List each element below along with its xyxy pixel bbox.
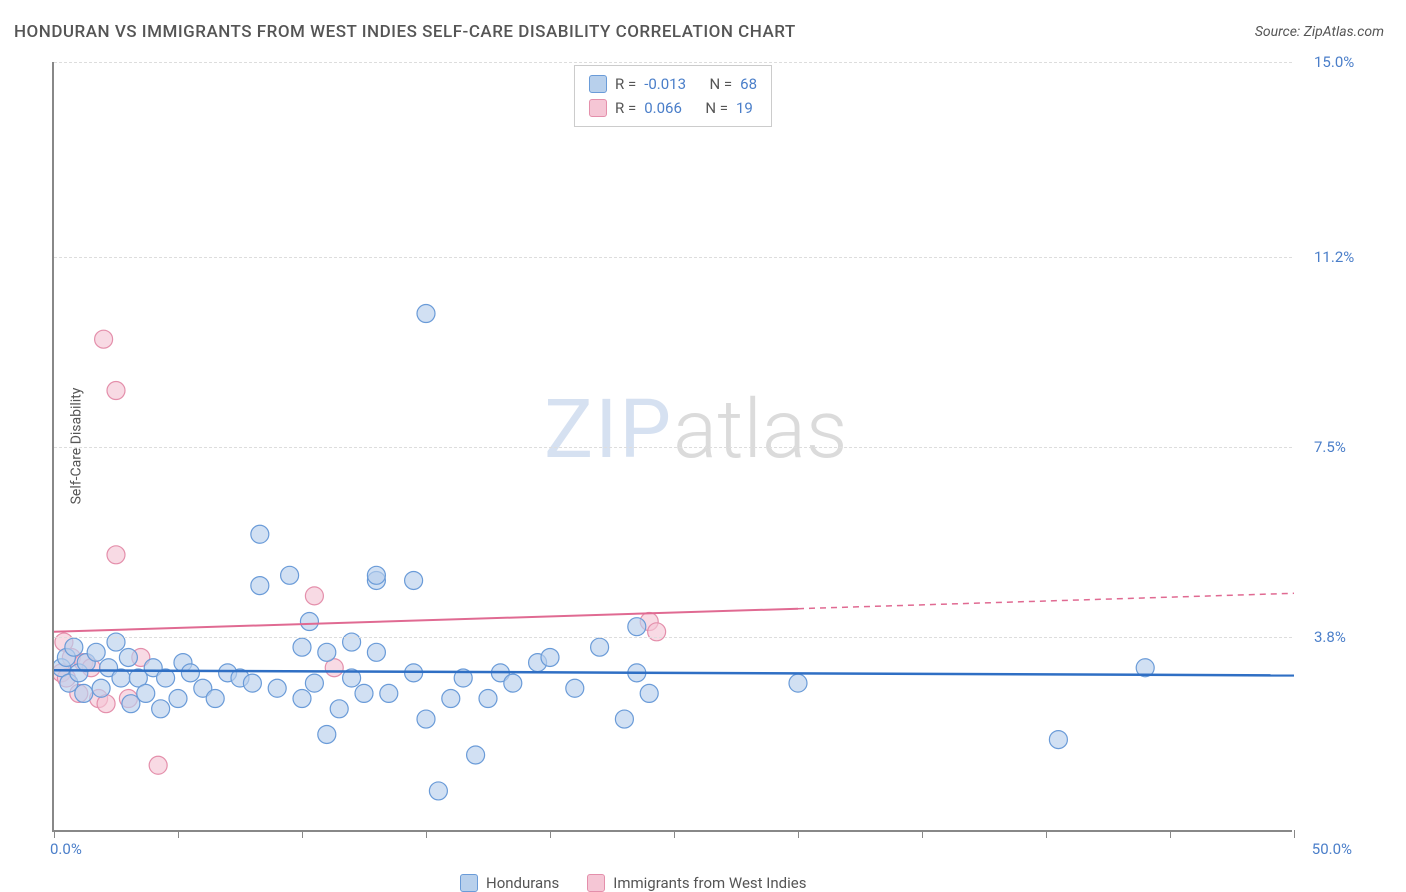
scatter-point	[615, 710, 633, 728]
scatter-point	[149, 756, 167, 774]
x-tick	[178, 830, 179, 838]
scatter-point	[243, 674, 261, 692]
plot-area: ZIPatlas R = -0.013 N = 68 R = 0.066 N =…	[52, 62, 1292, 832]
scatter-point	[648, 623, 666, 641]
x-tick	[674, 830, 675, 838]
scatter-point	[107, 633, 125, 651]
x-tick	[1294, 830, 1295, 838]
legend-swatch-2	[587, 874, 605, 892]
x-tick	[54, 830, 55, 838]
trend-line	[54, 609, 798, 632]
scatter-point	[65, 638, 83, 656]
trend-line	[798, 593, 1294, 608]
gridline	[54, 257, 1292, 258]
scatter-point	[251, 577, 269, 595]
scatter-point	[355, 684, 373, 702]
scatter-point	[305, 674, 323, 692]
scatter-point	[1049, 731, 1067, 749]
scatter-point	[591, 638, 609, 656]
scatter-point	[541, 648, 559, 666]
legend-label-1: Hondurans	[486, 874, 559, 892]
scatter-point	[119, 648, 137, 666]
scatter-point	[318, 643, 336, 661]
legend-label-2: Immigrants from West Indies	[613, 874, 806, 892]
scatter-point	[417, 710, 435, 728]
scatter-point	[429, 782, 447, 800]
x-tick	[426, 830, 427, 838]
scatter-point	[75, 684, 93, 702]
y-tick-label: 11.2%	[1314, 248, 1354, 266]
scatter-point	[305, 587, 323, 605]
scatter-point	[87, 643, 105, 661]
x-tick	[1046, 830, 1047, 838]
legend-item-1: Hondurans	[460, 874, 559, 892]
scatter-point	[293, 690, 311, 708]
gridline	[54, 637, 1292, 638]
scatter-point	[318, 725, 336, 743]
gridline	[54, 447, 1292, 448]
legend-swatch-1	[460, 874, 478, 892]
scatter-point	[281, 566, 299, 584]
x-axis-min-label: 0.0%	[50, 840, 82, 858]
scatter-point	[367, 643, 385, 661]
scatter-point	[293, 638, 311, 656]
y-tick-label: 3.8%	[1314, 628, 1346, 646]
scatter-point	[107, 382, 125, 400]
scatter-point	[107, 546, 125, 564]
scatter-point	[300, 613, 318, 631]
scatter-point	[181, 664, 199, 682]
scatter-point	[206, 690, 224, 708]
chart-title: HONDURAN VS IMMIGRANTS FROM WEST INDIES …	[14, 22, 796, 42]
scatter-point	[789, 674, 807, 692]
scatter-point	[95, 330, 113, 348]
scatter-point	[442, 690, 460, 708]
gridline	[54, 62, 1292, 63]
scatter-point	[169, 690, 187, 708]
scatter-point	[504, 674, 522, 692]
scatter-point	[367, 566, 385, 584]
y-tick-label: 7.5%	[1314, 438, 1346, 456]
scatter-point	[479, 690, 497, 708]
scatter-point	[330, 700, 348, 718]
scatter-point	[640, 684, 658, 702]
y-tick-label: 15.0%	[1314, 53, 1354, 71]
scatter-point	[137, 684, 155, 702]
bottom-legend: Hondurans Immigrants from West Indies	[460, 874, 806, 892]
legend-item-2: Immigrants from West Indies	[587, 874, 806, 892]
x-tick	[922, 830, 923, 838]
scatter-point	[566, 679, 584, 697]
x-axis-max-label: 50.0%	[1312, 840, 1352, 858]
scatter-point	[92, 679, 110, 697]
scatter-point	[152, 700, 170, 718]
source-attribution: Source: ZipAtlas.com	[1255, 24, 1384, 40]
x-tick	[302, 830, 303, 838]
scatter-point	[343, 633, 361, 651]
x-tick	[1170, 830, 1171, 838]
x-tick	[798, 830, 799, 838]
x-tick	[550, 830, 551, 838]
scatter-point	[380, 684, 398, 702]
scatter-point	[417, 305, 435, 323]
scatter-point	[628, 618, 646, 636]
scatter-point	[251, 525, 269, 543]
scatter-point	[405, 571, 423, 589]
scatter-point	[268, 679, 286, 697]
scatter-point	[467, 746, 485, 764]
